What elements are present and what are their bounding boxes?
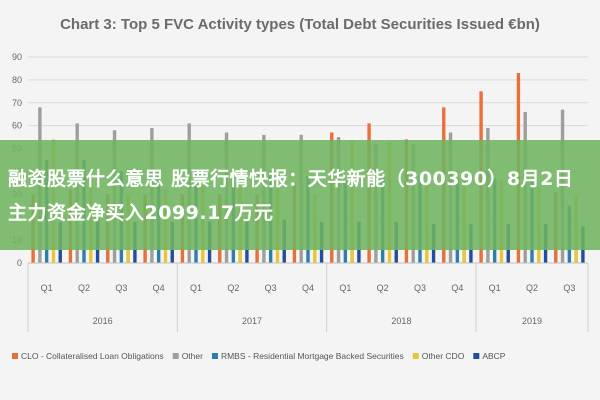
x-tick-label: Q1 (190, 283, 202, 293)
x-tick-label: Q3 (414, 283, 426, 293)
legend-label: CLO - Collateralised Loan Obligations (21, 351, 164, 361)
legend-swatch (412, 353, 419, 359)
legend-swatch (473, 353, 480, 359)
legend-swatch (172, 353, 179, 359)
x-tick-label: Q2 (227, 283, 239, 293)
y-tick-label: 90 (12, 52, 22, 62)
year-label: 2019 (522, 316, 542, 326)
x-tick-label: Q3 (265, 283, 277, 293)
x-tick-label: Q1 (489, 283, 501, 293)
x-tick-label: Q4 (451, 283, 463, 293)
x-axis: Q1 Q2 Q3 Q4 Q1 Q2 Q3 Q4 Q1 Q2 Q3 Q4 Q1 Q2 Q3 2016 2017 20… (27, 262, 589, 332)
legend-label: Other CDO (422, 351, 465, 361)
legend-label: ABCP (482, 351, 505, 361)
x-tick-label: Q2 (377, 283, 389, 293)
year-label: 2017 (242, 316, 262, 326)
x-tick-label: Q4 (302, 283, 314, 293)
legend-swatch (211, 353, 218, 359)
year-label: 2018 (391, 316, 411, 326)
legend-swatch (12, 353, 18, 359)
x-tick-label: Q3 (563, 283, 575, 293)
x-tick-label: Q1 (339, 283, 351, 293)
chart-title: Chart 3: Top 5 FVC Activity types (Total… (60, 16, 540, 33)
legend: CLO - Collateralised Loan Obligations Oth… (12, 351, 506, 361)
y-tick-label: 0 (17, 258, 22, 268)
y-tick-label: 60 (12, 121, 22, 131)
headline-banner: 融资股票什么意思 股票行情快报：天华新能（300390）8月2日主力资金净买入2… (0, 140, 600, 250)
x-tick-label: Q2 (526, 283, 538, 293)
headline-text: 融资股票什么意思 股票行情快报：天华新能（300390）8月2日主力资金净买入2… (8, 168, 574, 224)
legend-label: RMBS - Residential Mortgage Backed Secur… (221, 351, 404, 361)
y-tick-label: 80 (12, 75, 22, 85)
year-label: 2016 (93, 316, 113, 326)
x-tick-label: Q4 (153, 283, 165, 293)
legend-label: Other (182, 351, 203, 361)
y-tick-label: 70 (12, 98, 22, 108)
x-tick-label: Q3 (115, 283, 127, 293)
x-tick-label: Q2 (78, 283, 90, 293)
x-tick-label: Q1 (41, 283, 53, 293)
